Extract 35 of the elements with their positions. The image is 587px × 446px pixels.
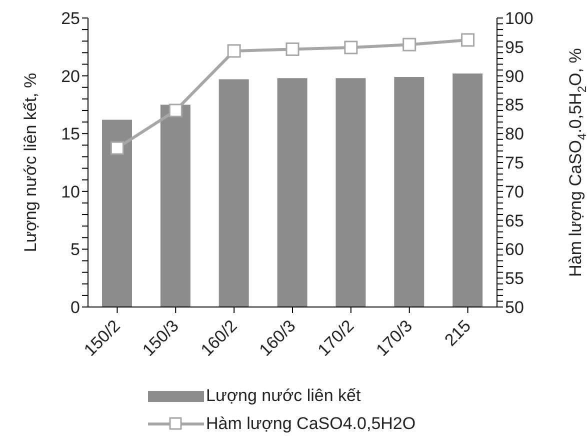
point: [168, 104, 182, 118]
y2-tick-label: 60: [505, 240, 524, 260]
y-tick-label: 25: [61, 9, 80, 28]
y2-tick-label: 65: [505, 211, 524, 230]
y2-tick-label: 100: [505, 9, 534, 28]
bar: [336, 78, 366, 307]
bar: [218, 79, 249, 307]
y2-tick-label: 50: [505, 298, 524, 318]
y-axis-title: Lượng nước liên kết, %: [20, 72, 40, 252]
legend-label: Hàm lượng CaSO4.0,5H2O: [206, 414, 416, 434]
point: [227, 44, 241, 58]
y-tick-label: 20: [61, 66, 80, 86]
y2-tick-label: 95: [505, 38, 524, 57]
point: [110, 141, 124, 155]
x-tick-label: 215: [441, 316, 475, 350]
bar: [394, 76, 424, 307]
y2-tick-label: 80: [505, 124, 524, 144]
y-tick-label: 15: [61, 124, 80, 144]
y2-tick-label: 55: [505, 269, 524, 288]
legend-label: Lượng nước liên kết: [206, 386, 361, 406]
point: [344, 40, 358, 54]
y-tick-label: 5: [70, 240, 80, 260]
y2-tick-label: 90: [505, 66, 524, 86]
point: [461, 33, 475, 47]
bar: [452, 73, 483, 307]
y2-tick-label: 70: [505, 182, 524, 202]
y-tick-label: 10: [61, 182, 80, 202]
y-tick-label: 0: [70, 298, 80, 318]
point: [402, 38, 416, 52]
bar: [277, 78, 308, 307]
bar: [160, 104, 190, 307]
y2-tick-label: 85: [505, 96, 524, 115]
point: [286, 42, 300, 56]
bar: [102, 120, 132, 307]
y2-tick-label: 75: [505, 154, 524, 173]
